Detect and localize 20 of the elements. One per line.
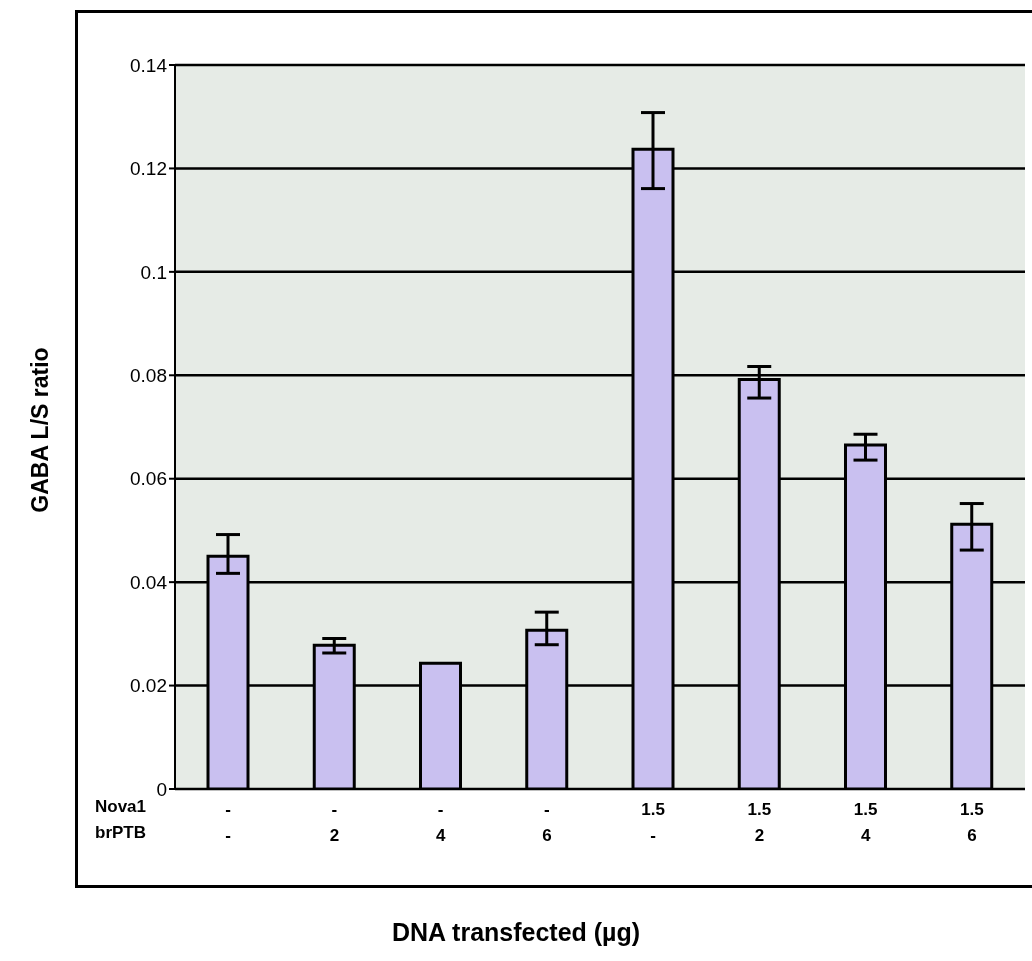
y-tick-label: 0.1 — [140, 261, 167, 283]
y-tick-label: 0.06 — [130, 468, 167, 490]
y-tick-label: 0.08 — [130, 365, 167, 387]
x-tick-label: 1.5 6 — [960, 800, 984, 845]
text: Nova1 — [95, 797, 147, 817]
x-tick-label: - 6 — [542, 800, 552, 845]
x-tick-label: - - — [225, 800, 231, 845]
y-tick-label: 0 — [156, 778, 167, 800]
y-tick-label: 0.04 — [130, 571, 168, 593]
y-axis-title: GABA L/S ratio — [26, 347, 54, 513]
text: brPTB — [95, 823, 146, 843]
x-tick-label: 1.5 - — [641, 800, 665, 845]
y-tick-label: 0.02 — [130, 675, 167, 697]
x-tick-label: 1.5 4 — [853, 800, 878, 845]
y-tick-label: 0.12 — [130, 158, 167, 180]
y-tick-label: 0.14 — [130, 54, 168, 76]
x-axis-title: DNA transfected (µg) — [390, 918, 642, 947]
x-tick-label: - 2 — [329, 800, 340, 845]
x-tick-label: 1.5 2 — [747, 800, 772, 845]
x-tick-label: - 4 — [435, 800, 446, 845]
